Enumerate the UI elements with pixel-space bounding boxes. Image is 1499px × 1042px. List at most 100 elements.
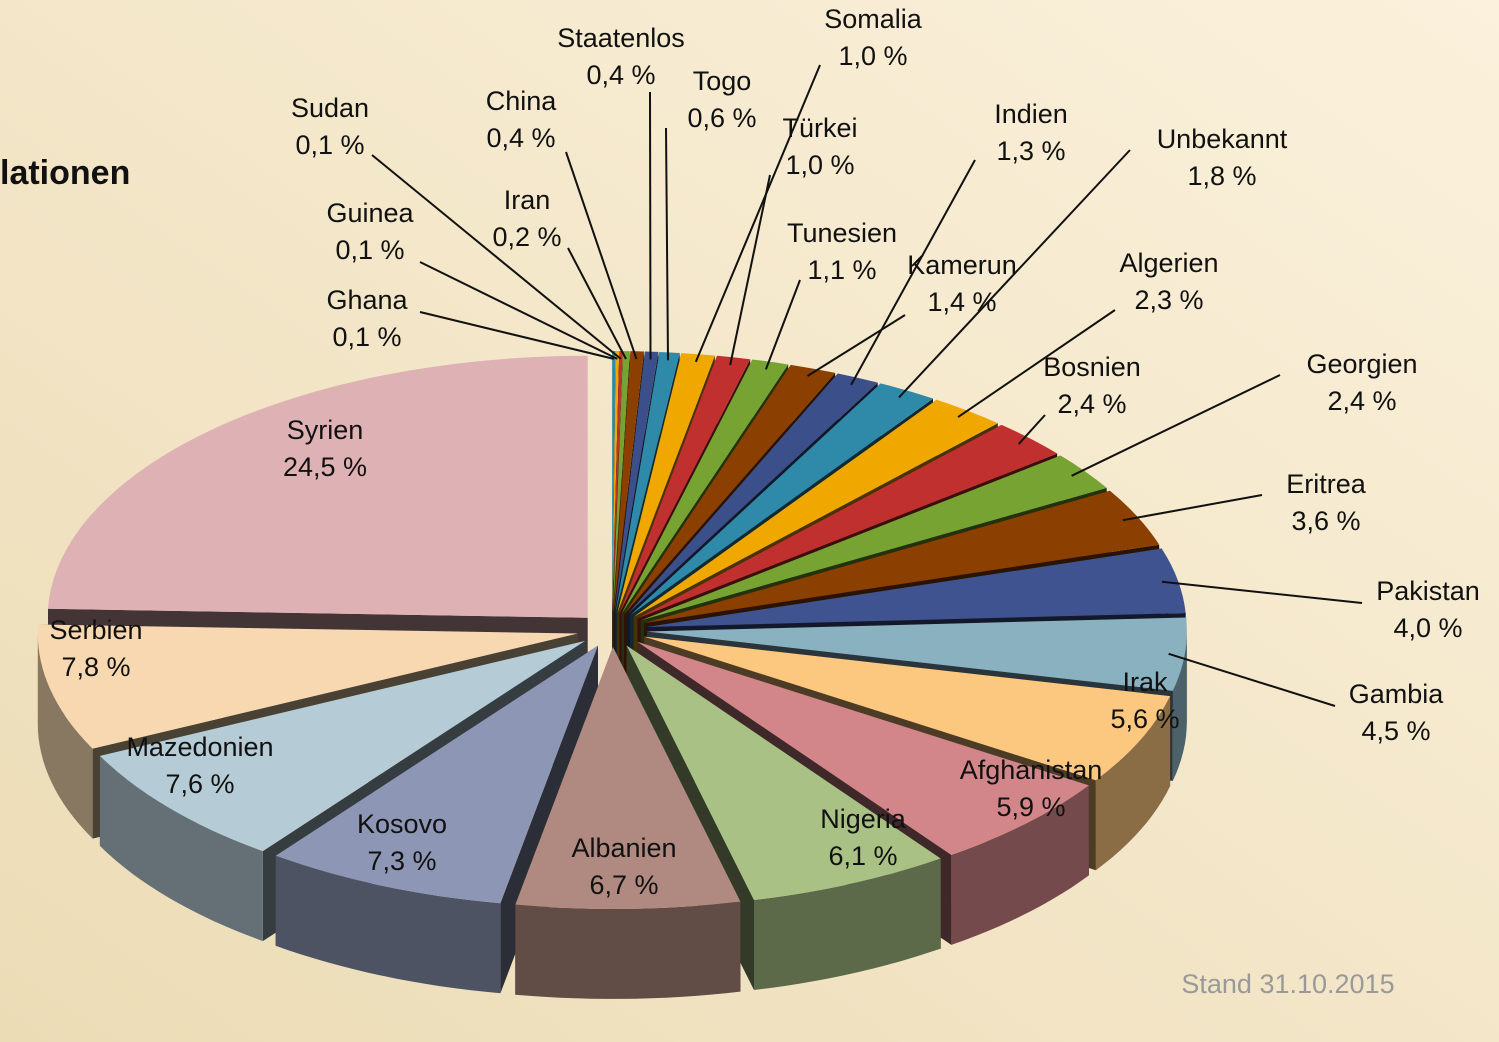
slice-side xyxy=(515,901,741,999)
slice xyxy=(612,351,630,614)
slice-label: Georgien xyxy=(1306,349,1417,379)
leader-line xyxy=(1017,414,1046,445)
slice-label: Togo xyxy=(693,66,752,96)
slice-side xyxy=(37,633,93,839)
slice-value-label: 5,6 % xyxy=(1110,704,1179,734)
slice xyxy=(633,399,998,617)
slice xyxy=(646,617,1187,691)
chart-title: lationen xyxy=(0,154,130,192)
slice-label: Irak xyxy=(1122,667,1168,697)
slice xyxy=(99,640,586,852)
slice-value-label: 4,5 % xyxy=(1361,716,1430,746)
slice xyxy=(624,364,836,615)
slice xyxy=(515,646,741,909)
slice-label: Indien xyxy=(994,99,1068,129)
slice xyxy=(37,624,578,749)
leader-line xyxy=(957,309,1116,418)
slice-value-label: 0,2 % xyxy=(492,222,561,252)
slice xyxy=(637,641,1089,855)
leader-line xyxy=(729,174,771,366)
leader-line xyxy=(694,64,821,363)
leader-line xyxy=(1071,374,1281,477)
slice-value-label: 7,8 % xyxy=(61,652,130,682)
slice-value-label: 4,0 % xyxy=(1393,613,1462,643)
slice-value-label: 1,4 % xyxy=(927,287,996,317)
slice-value-label: 6,1 % xyxy=(828,841,897,871)
slice-label: Iran xyxy=(504,185,551,215)
slice xyxy=(626,645,941,901)
slice xyxy=(612,351,616,614)
slice-value-label: 7,6 % xyxy=(165,769,234,799)
slice-label: Türkei xyxy=(782,113,857,143)
slice-side xyxy=(1095,696,1171,871)
leader-line xyxy=(764,279,801,370)
slice-side xyxy=(951,785,1089,945)
slice-value-label: 2,4 % xyxy=(1327,386,1396,416)
slice-value-label: 6,7 % xyxy=(589,870,658,900)
leader-line xyxy=(565,151,638,360)
slice-side xyxy=(99,755,263,942)
slice-label: Albanien xyxy=(571,833,676,863)
slice-label: Mazedonien xyxy=(126,732,273,762)
slice-label: Kamerun xyxy=(907,250,1017,280)
slice-label: Guinea xyxy=(326,198,414,228)
leader-line xyxy=(898,149,1131,399)
slice-label: Unbekannt xyxy=(1157,124,1288,154)
slice-side xyxy=(754,858,941,990)
slice-label: Ghana xyxy=(326,285,408,315)
slice-value-label: 0,1 % xyxy=(295,130,364,160)
slice-label: Afghanistan xyxy=(960,755,1103,785)
leader-line xyxy=(850,159,976,386)
slice xyxy=(275,645,599,904)
slice-label: Tunesien xyxy=(787,218,897,248)
slice-label: Pakistan xyxy=(1376,576,1480,606)
leader-line xyxy=(1168,652,1336,707)
slice xyxy=(637,424,1058,619)
slice xyxy=(619,355,751,614)
slice-label: Somalia xyxy=(824,4,923,34)
slice-value-label: 2,4 % xyxy=(1057,389,1126,419)
slice-value-label: 1,3 % xyxy=(996,136,1065,166)
slice-value-label: 1,1 % xyxy=(807,255,876,285)
slice xyxy=(621,359,789,614)
slice-value-label: 2,3 % xyxy=(1134,285,1203,315)
slice xyxy=(626,373,878,615)
slice xyxy=(612,351,620,614)
slice xyxy=(614,351,659,614)
leader-line xyxy=(665,127,669,361)
slice-label: Algerien xyxy=(1119,248,1218,278)
slice-label: China xyxy=(486,86,558,116)
slice xyxy=(615,351,680,614)
slice-value-label: 0,1 % xyxy=(335,235,404,265)
slice-label: Bosnien xyxy=(1043,352,1141,382)
slice-label: Gambia xyxy=(1349,679,1445,709)
slice-value-label: 0,4 % xyxy=(486,123,555,153)
slice xyxy=(612,351,623,614)
slice xyxy=(640,455,1107,621)
slice-label: Nigeria xyxy=(820,804,907,834)
slice xyxy=(646,548,1186,627)
slice-label: Staatenlos xyxy=(557,23,685,53)
slice-value-label: 0,1 % xyxy=(332,322,401,352)
slice-value-label: 7,3 % xyxy=(367,846,436,876)
slice-value-label: 24,5 % xyxy=(283,452,367,482)
leader-line xyxy=(649,91,652,360)
slice-label: Eritrea xyxy=(1286,469,1367,499)
slice xyxy=(629,383,933,616)
slice xyxy=(613,351,644,614)
slice-label: Syrien xyxy=(287,415,364,445)
leader-line xyxy=(567,247,627,360)
leader-line xyxy=(419,261,618,360)
leader-line xyxy=(371,154,622,360)
slice xyxy=(48,355,588,618)
slice-label: Sudan xyxy=(291,93,369,123)
slice-side xyxy=(1172,631,1187,781)
annotation: Stand 31.10.2015 xyxy=(1181,969,1394,999)
slice xyxy=(644,490,1160,624)
slice-label: Serbien xyxy=(49,615,142,645)
slice-value-label: 0,4 % xyxy=(586,60,655,90)
slice xyxy=(644,636,1171,781)
slice-label: Kosovo xyxy=(357,809,447,839)
